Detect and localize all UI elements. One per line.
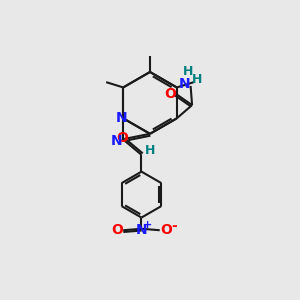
Text: N: N xyxy=(136,223,147,237)
Text: +: + xyxy=(143,220,153,230)
Text: O: O xyxy=(165,87,176,101)
Text: N: N xyxy=(116,111,127,125)
Text: N: N xyxy=(111,134,123,148)
Text: N: N xyxy=(178,77,190,92)
Text: H: H xyxy=(192,73,202,86)
Text: H: H xyxy=(183,65,194,78)
Text: O: O xyxy=(111,223,123,237)
Text: O: O xyxy=(117,131,129,145)
Text: H: H xyxy=(145,144,155,157)
Text: O: O xyxy=(160,223,172,237)
Text: -: - xyxy=(172,219,177,233)
